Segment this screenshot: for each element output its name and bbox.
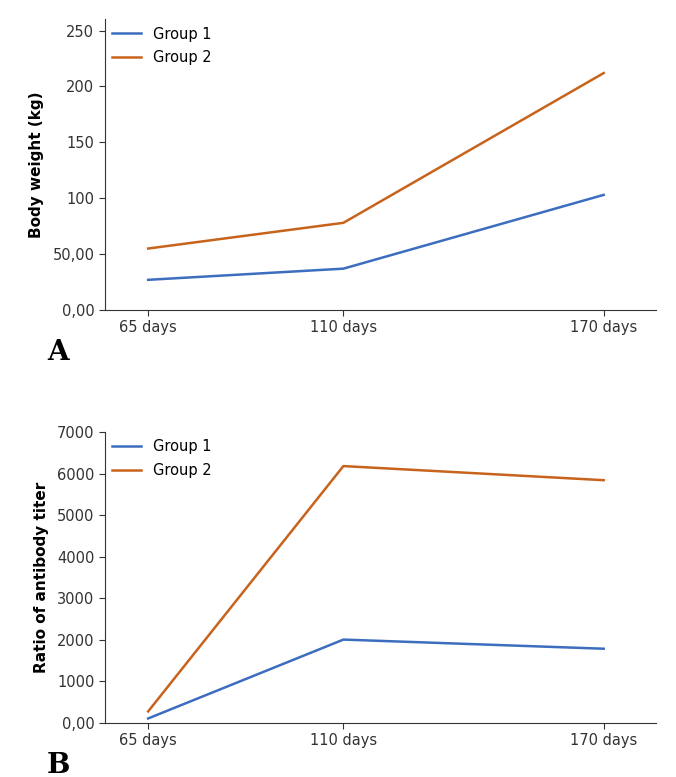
- Text: B: B: [47, 751, 70, 777]
- Group 1: [339, 635, 347, 644]
- Text: A: A: [47, 339, 68, 366]
- Group 2: [144, 244, 152, 253]
- Y-axis label: Body weight (kg): Body weight (kg): [29, 92, 44, 238]
- Group 2: [600, 476, 608, 485]
- Legend: Group 1, Group 2: Group 1, Group 2: [112, 26, 212, 65]
- Line: Group 2: Group 2: [148, 73, 604, 249]
- Group 1: [600, 644, 608, 653]
- Legend: Group 1, Group 2: Group 1, Group 2: [112, 439, 212, 478]
- Group 1: [144, 275, 152, 284]
- Line: Group 1: Group 1: [148, 639, 604, 719]
- Line: Group 2: Group 2: [148, 466, 604, 712]
- Line: Group 1: Group 1: [148, 195, 604, 280]
- Group 1: [339, 264, 347, 274]
- Y-axis label: Ratio of antibody titer: Ratio of antibody titer: [34, 482, 49, 673]
- Group 1: [600, 190, 608, 200]
- Group 2: [144, 707, 152, 716]
- Group 2: [600, 68, 608, 78]
- Group 1: [144, 714, 152, 723]
- Group 2: [339, 218, 347, 228]
- Group 2: [339, 462, 347, 471]
